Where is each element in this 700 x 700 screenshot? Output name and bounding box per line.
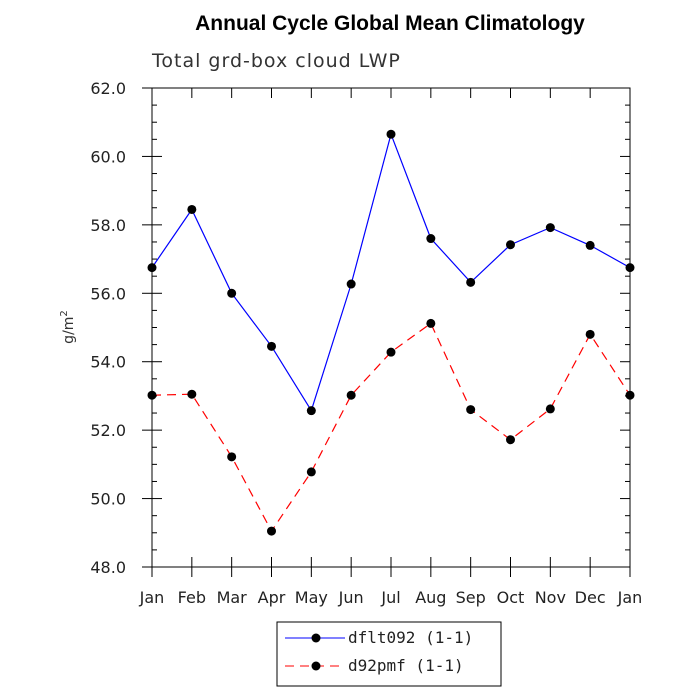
data-point-series-1	[187, 204, 197, 214]
y-tick-label: 62.0	[90, 79, 126, 98]
data-point-series-2	[187, 389, 197, 399]
data-point-series-2	[585, 329, 595, 339]
x-tick-label: Mar	[217, 588, 248, 607]
y-tick-label: 52.0	[90, 421, 126, 440]
x-axis: Jan Feb Mar Apr May Jun Jul Aug Sep Oct Nov Dec Jan	[139, 88, 643, 607]
legend-label-series-2: d92pmf (1-1)	[348, 656, 464, 675]
x-tick-label: Jul	[380, 588, 400, 607]
data-point-series-2	[545, 404, 555, 414]
data-point-series-1	[585, 240, 595, 250]
data-point-series-1	[147, 263, 157, 273]
y-axis: 48.0 50.0 52.0 54.0 56.0 58.0 60.0 62.0	[90, 79, 630, 577]
y-axis-label-text: g/m	[61, 317, 77, 344]
data-point-series-1	[506, 240, 515, 250]
y-tick-label: 56.0	[90, 284, 126, 303]
y-minor-ticks	[152, 104, 630, 551]
data-point-series-2	[386, 347, 396, 357]
data-point-series-2	[466, 405, 476, 415]
legend-label-series-1: dflt092 (1-1)	[348, 628, 473, 647]
x-tick-label: Apr	[258, 588, 286, 607]
chart-subtitle: Total grd-box cloud LWP	[151, 50, 401, 72]
y-tick-label: 60.0	[90, 147, 126, 166]
x-tick-label: Aug	[415, 588, 446, 607]
data-point-series-1	[227, 288, 237, 298]
data-point-series-2	[147, 390, 157, 400]
x-tick-label: Sep	[456, 588, 486, 607]
data-point-series-2	[346, 390, 356, 400]
x-tick-label: May	[295, 588, 328, 607]
data-point-series-1	[625, 263, 635, 273]
y-axis-label: g/m2	[59, 310, 77, 344]
x-tick-label: Jan	[617, 588, 643, 607]
series-line-1	[151, 132, 631, 413]
data-point-series-1	[426, 234, 436, 244]
legend-marker-series-1	[311, 633, 321, 643]
data-point-series-1	[466, 277, 476, 287]
chart-title: Annual Cycle Global Mean Climatology	[195, 12, 585, 35]
x-tick-label: Nov	[535, 588, 566, 607]
plot-frame	[151, 87, 631, 568]
data-point-series-2	[426, 318, 436, 328]
legend-box	[276, 621, 502, 687]
data-point-series-1	[306, 406, 316, 416]
x-tick-label: Dec	[575, 588, 606, 607]
x-tick-label: Oct	[497, 588, 525, 607]
data-point-series-1	[346, 279, 356, 289]
legend-marker-series-2	[311, 661, 321, 671]
data-point-series-1	[386, 129, 396, 139]
data-point-series-2	[625, 390, 635, 400]
series-layer	[147, 129, 635, 536]
y-tick-label: 54.0	[90, 353, 126, 372]
x-tick-label: Jan	[139, 588, 165, 607]
data-point-series-1	[545, 223, 555, 233]
y-tick-label: 50.0	[90, 490, 126, 509]
y-axis-label-superscript: 2	[59, 310, 70, 316]
data-point-series-2	[267, 526, 276, 536]
data-point-series-2	[506, 435, 515, 445]
y-tick-label: 48.0	[90, 558, 126, 577]
data-point-series-2	[227, 452, 237, 462]
y-tick-label: 58.0	[90, 216, 126, 235]
x-tick-label: Jun	[338, 588, 364, 607]
legend: dflt092 (1-1) d92pmf (1-1)	[276, 621, 502, 687]
x-tick-label: Feb	[178, 588, 206, 607]
data-point-series-1	[267, 341, 276, 351]
data-point-series-2	[306, 467, 316, 477]
